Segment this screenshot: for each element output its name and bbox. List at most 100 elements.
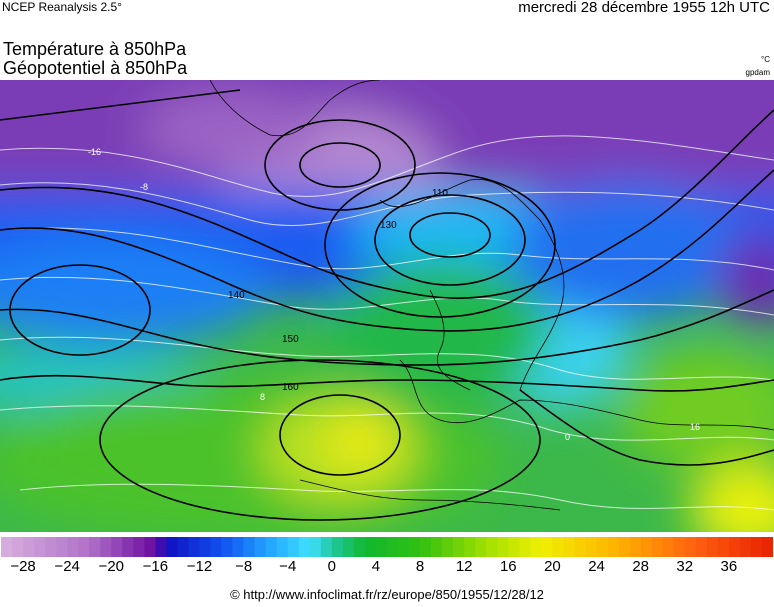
colorbar-cell (706, 537, 719, 557)
colorbar-cell (728, 537, 741, 557)
geopotential-label-140: 140 (228, 290, 245, 301)
colorbar-tick-label: 16 (499, 558, 517, 575)
colorbar-ticks: −28 −24 −20 −16 −12 −8 −4 0 4 8 12 16 20 24 28 32 36 (0, 558, 774, 578)
colorbar-tick-label: −16 (142, 558, 169, 575)
colorbar-cell (89, 537, 101, 557)
colorbar-cell (254, 537, 266, 557)
colorbar-cell (585, 537, 597, 557)
geopotential-label-130: 130 (380, 220, 397, 231)
colorbar-tick-label: 8 (415, 558, 425, 575)
colorbar-cell (199, 537, 211, 557)
colorbar-cell (177, 537, 189, 557)
colorbar-cell (287, 537, 300, 557)
temperature-colorbar (1, 537, 773, 557)
colorbar-cell (45, 537, 57, 557)
colorbar-cell (342, 537, 355, 557)
colorbar-cell (420, 537, 432, 557)
colorbar-cell (761, 537, 773, 557)
colorbar-cell (276, 537, 289, 557)
colorbar-cell (695, 537, 708, 557)
colorbar-tick-label: −20 (98, 558, 125, 575)
colorbar-cell (497, 537, 509, 557)
colorbar-cell (519, 537, 531, 557)
colorbar-cell (750, 537, 763, 557)
colorbar-tick-label: −4 (279, 558, 297, 575)
colorbar-cell (596, 537, 608, 557)
geopotential-label-110: 110 (432, 188, 448, 199)
geopotential-label-160: 160 (282, 382, 299, 393)
colorbar-tick-label: 32 (676, 558, 694, 575)
colorbar-cell (188, 537, 200, 557)
colorbar-cell (375, 537, 388, 557)
temperature-label-minus8: -8 (140, 182, 148, 192)
colorbar-cell (662, 537, 675, 557)
colorbar-cell (122, 537, 134, 557)
colorbar-cell (23, 537, 35, 557)
unit-temperature: °C (761, 55, 770, 64)
colorbar-cell (552, 537, 564, 557)
colorbar-cell (56, 537, 68, 557)
temperature-label-8: 8 (260, 392, 265, 402)
colorbar-cell (431, 537, 443, 557)
colorbar-tick-label: 36 (720, 558, 738, 575)
temperature-label-16: 16 (690, 422, 700, 432)
title-temperature: Température à 850hPa (3, 39, 187, 59)
colorbar-cell (651, 537, 664, 557)
colorbar-cell (166, 537, 178, 557)
colorbar-cell (320, 537, 333, 557)
colorbar-cell (563, 537, 575, 557)
colorbar-cell (607, 537, 619, 557)
colorbar-cell (12, 537, 24, 557)
mideast-warm (690, 465, 774, 532)
colorbar-cell (530, 537, 542, 557)
colorbar-cell (574, 537, 586, 557)
colorbar-cell (475, 537, 487, 557)
colorbar-tick-label: −24 (54, 558, 80, 575)
colorbar-cell (155, 537, 167, 557)
colorbar-tick-label: 12 (455, 558, 473, 575)
colorbar-cell (34, 537, 46, 557)
colorbar-tick-label: −28 (10, 558, 36, 575)
date-label: mercredi 28 décembre 1955 12h UTC (518, 0, 770, 16)
colorbar-cell (387, 537, 399, 557)
weather-map: 130 110 140 150 160 -16 -8 8 0 16 (0, 80, 774, 532)
colorbar-cell (309, 537, 322, 557)
colorbar-cell (409, 537, 421, 557)
colorbar-cell (210, 537, 222, 557)
colorbar-cell (144, 537, 156, 557)
colorbar-cell (508, 537, 520, 557)
temperature-label-0: 0 (565, 432, 570, 442)
geopotential-isolines (0, 89, 774, 521)
colorbar-tick-label: 4 (371, 558, 381, 575)
unit-geopotential: gpdam (745, 68, 770, 77)
source-url: © http://www.infoclimat.fr/rz/europe/850… (230, 587, 544, 602)
colorbar-cell (364, 537, 377, 557)
colorbar-cell (243, 537, 255, 557)
colorbar-cell (265, 537, 278, 557)
atlantic-blue (0, 235, 270, 345)
colorbar-cell (464, 537, 476, 557)
western-europe-green (330, 260, 550, 400)
colorbar-cell (1, 537, 13, 557)
geopotential-label-150: 150 (282, 334, 299, 345)
colorbar-cell (453, 537, 465, 557)
coastlines (209, 80, 774, 511)
colorbar-cell (629, 537, 641, 557)
colorbar-cell (298, 537, 311, 557)
colorbar-cell (739, 537, 752, 557)
colorbar-cell (442, 537, 454, 557)
title-geopotential: Géopotentiel à 850hPa (3, 58, 188, 78)
colorbar-cell (684, 537, 697, 557)
russia-blue (510, 180, 750, 320)
colorbar-cell (717, 537, 730, 557)
colorbar-cell (133, 537, 145, 557)
colorbar-cell (541, 537, 553, 557)
colorbar-cell (673, 537, 686, 557)
colorbar-cell (486, 537, 498, 557)
colorbar-cell (111, 537, 123, 557)
colorbar-cell (100, 537, 112, 557)
temperature-isotherms (0, 135, 774, 511)
colorbar-tick-label: −12 (186, 558, 213, 575)
colorbar-cell (398, 537, 410, 557)
colorbar-tick-label: 24 (588, 558, 605, 575)
